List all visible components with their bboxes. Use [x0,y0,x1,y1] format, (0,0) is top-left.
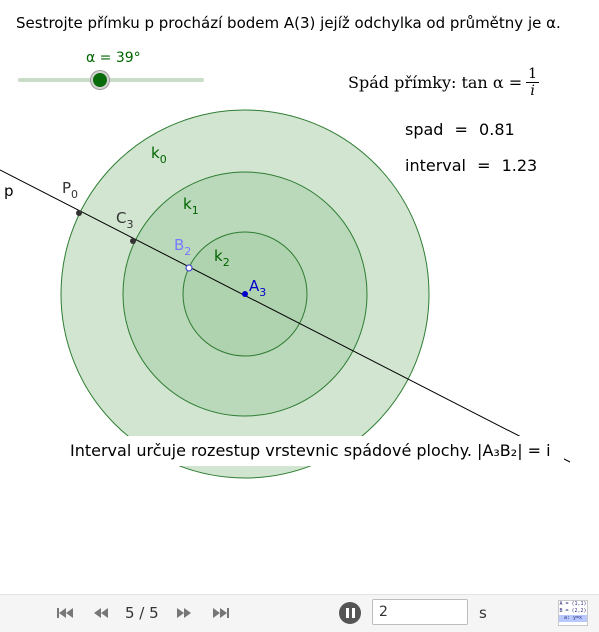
point-P0[interactable] [76,210,82,216]
label-k1: k1 [183,195,199,217]
algebra-icon-line-3: a: y=x [559,615,587,622]
alpha-slider-knob[interactable] [91,71,109,89]
next-icon[interactable] [173,602,195,624]
label-C3: C3 [116,209,133,231]
line-p[interactable] [0,169,571,463]
playback-toolbar: 5 / 5 s A = (1,1) B = (2,2) a: y=x [0,594,599,632]
slope-formula: Spád přímky: tan α = 1 i [348,66,540,99]
label-B2: B2 [174,236,191,258]
formula-fraction: 1 i [526,66,540,99]
label-k2: k2 [214,247,230,269]
task-text: Sestrojte přímku p prochází bodem A(3) j… [16,14,561,32]
algebra-icon-line-1: A = (1,1) [559,601,587,607]
interval-eq: = [477,156,491,175]
prev-icon[interactable] [90,602,112,624]
speed-unit: s [479,604,487,622]
interval-label: interval [405,156,466,175]
interval-number: 1.23 [501,156,538,175]
interval-note: Interval určuje rozestup vrstevnic spádo… [64,436,564,466]
formula-denominator: i [530,83,535,99]
spad-label: spad [405,120,444,139]
label-k0: k0 [151,144,167,166]
algebra-icon[interactable]: A = (1,1) B = (2,2) a: y=x [558,600,588,626]
pause-icon[interactable] [339,602,361,624]
point-C3[interactable] [130,238,136,244]
spad-number: 0.81 [479,120,515,139]
label-p: p [4,182,14,200]
geometry-canvas[interactable]: k0 k1 k2 p P0 C3 B2 A3 [0,0,599,594]
algebra-icon-line-2: B = (2,2) [559,608,587,614]
label-P0: P0 [62,179,78,201]
formula-text: Spád přímky: tan α = [348,73,523,92]
label-A3: A3 [249,277,266,299]
formula-numerator: 1 [526,66,540,83]
spad-eq: = [454,120,468,139]
last-icon[interactable] [210,602,232,624]
point-B2[interactable] [185,264,193,272]
page-indicator: 5 / 5 [125,604,159,622]
speed-input[interactable] [372,599,468,625]
point-A3[interactable] [242,291,248,297]
slider-label: α = 39° [86,50,141,66]
first-icon[interactable] [54,602,76,624]
interval-value: interval = 1.23 [405,156,537,175]
alpha-slider-track[interactable] [18,78,204,82]
spad-value: spad = 0.81 [405,120,515,139]
